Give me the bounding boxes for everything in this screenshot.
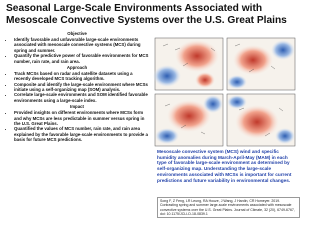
- panel: [226, 37, 296, 91]
- bullet-item: Composite and identify the large-scale e…: [14, 82, 150, 93]
- bullet-list: Identify favorable and unfavorable large…: [4, 37, 150, 64]
- bullet-item: Track MCSs based on radar and satellite …: [14, 71, 150, 82]
- section-heading: Approach: [66, 64, 88, 70]
- panel: [226, 93, 296, 147]
- title: Seasonal Large-Scale Environments Associ…: [6, 3, 287, 26]
- panel: [154, 93, 224, 147]
- bullet-item: Correlate large-scale environments and S…: [14, 92, 150, 103]
- reference: Song F, Z Feng, LR Leung, RA Houze, J Wa…: [157, 197, 300, 219]
- figure: [153, 37, 296, 147]
- page: Seasonal Large-Scale Environments Associ…: [0, 0, 300, 225]
- section-heading: Impact: [69, 104, 84, 110]
- figure-caption: Mesoscale convective system (MCS) wind a…: [157, 149, 292, 183]
- bullet-item: Quantified the values of MCS number, rai…: [14, 126, 150, 142]
- bullet-list: Track MCSs based on radar and satellite …: [4, 71, 150, 103]
- left-column: ObjectiveIdentify favorable and unfavora…: [4, 30, 150, 143]
- wind-vectors: [162, 43, 284, 137]
- bullet-item: Provided insights on different environme…: [14, 110, 150, 126]
- section-heading: Objective: [67, 31, 87, 36]
- bullet-item: Identify favorable and unfavorable large…: [14, 37, 150, 53]
- bullet-list: Provided insights on different environme…: [4, 110, 150, 142]
- bullet-item: Quantify the predictive power of favorab…: [14, 53, 150, 64]
